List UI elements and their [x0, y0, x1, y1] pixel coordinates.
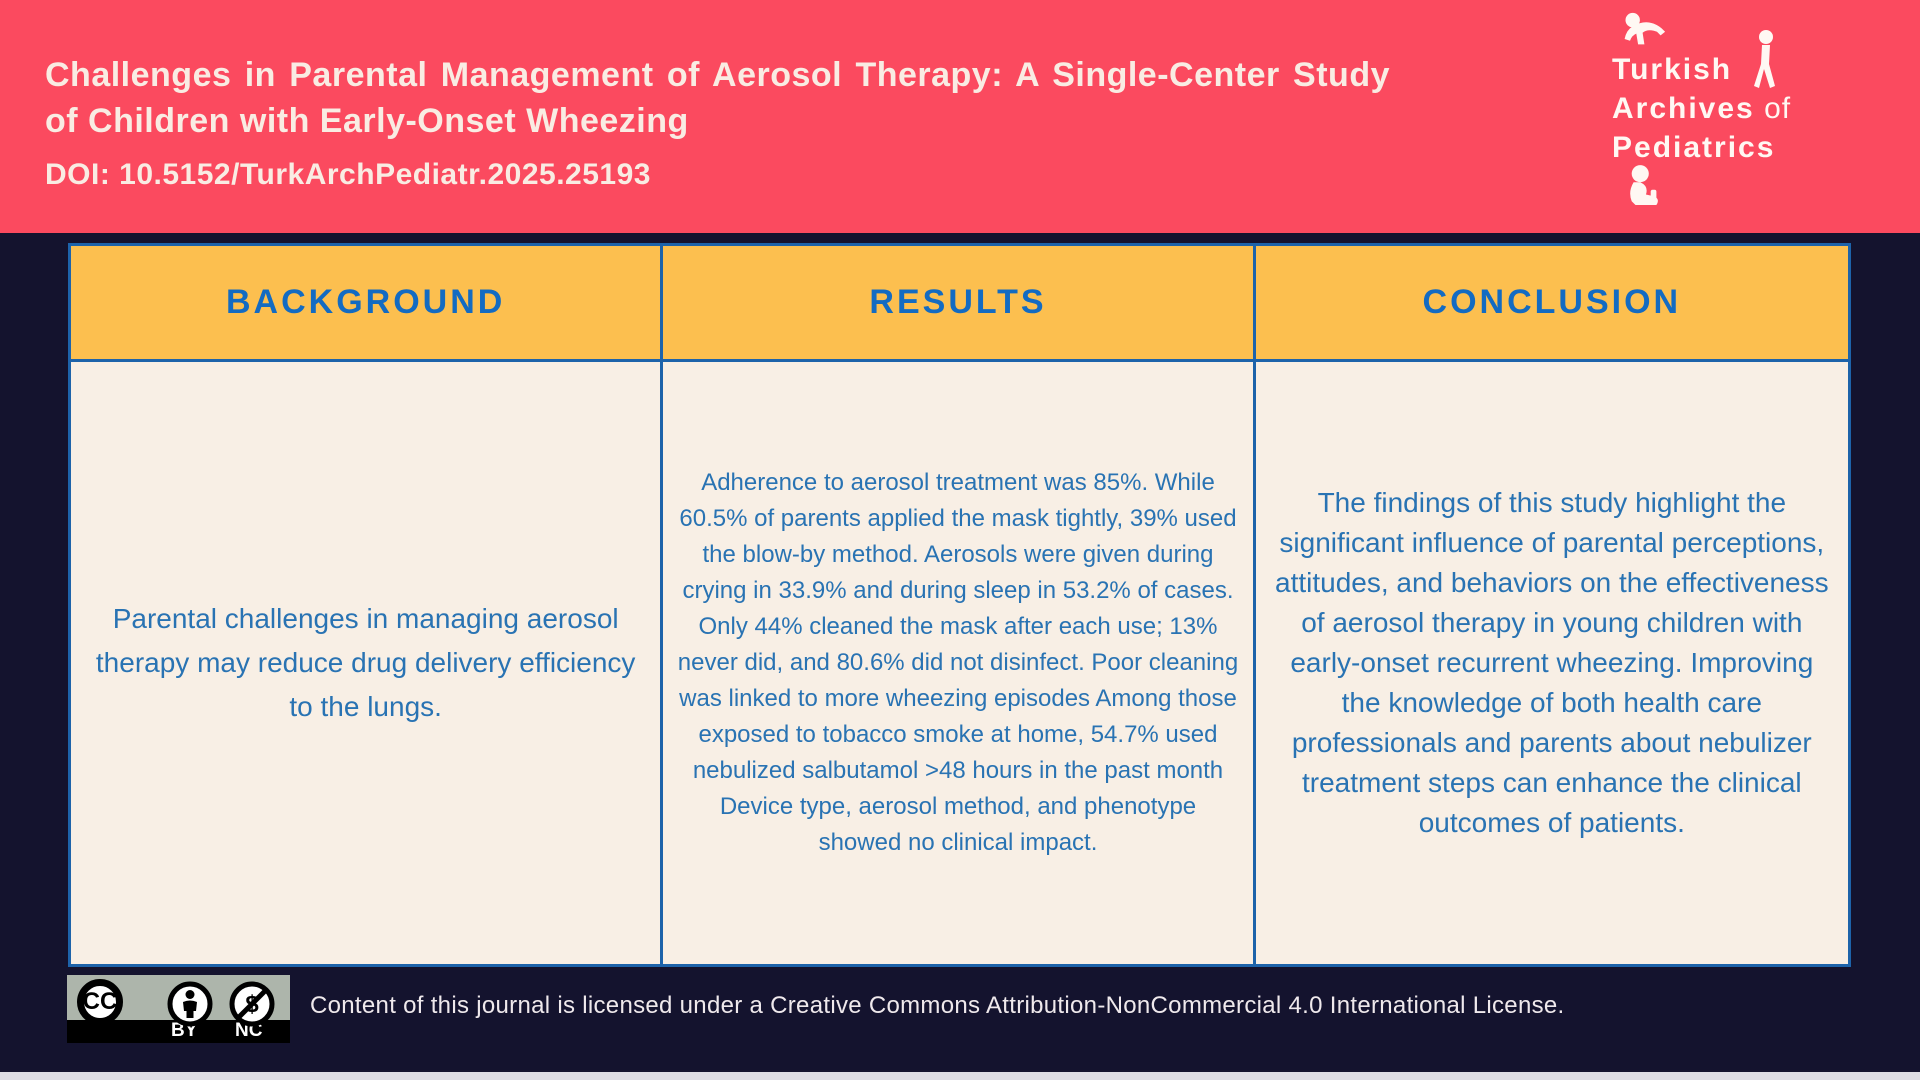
conclusion-body-cell: The findings of this study highlight the… — [1255, 362, 1848, 964]
doi-text: DOI: 10.5152/TurkArchPediatr.2025.25193 — [45, 158, 651, 191]
sitting-baby-icon — [1630, 165, 1658, 205]
conclusion-header-cell: CONCLUSION — [1255, 246, 1848, 362]
summary-table: BACKGROUND RESULTS CONCLUSION Parental c… — [68, 243, 1851, 967]
results-body-cell: Adherence to aerosol treatment was 85%. … — [663, 362, 1256, 964]
logo-text-archives: Archives — [1612, 92, 1755, 125]
background-header-cell: BACKGROUND — [71, 246, 664, 362]
cc-logo-icon: CC — [77, 979, 123, 1025]
crawling-baby-icon — [1624, 12, 1666, 45]
cc-logo-letters: CC — [82, 988, 118, 1015]
table-body-row: Parental challenges in managing aerosol … — [71, 362, 1848, 964]
logo-line-archives-of: Archives of — [1612, 89, 1791, 128]
logo-line-pediatrics: Pediatrics — [1612, 128, 1775, 167]
article-title: Challenges in Parental Management of Aer… — [45, 56, 1390, 140]
cc-noncommercial-icon: $ — [229, 981, 275, 1027]
logo-line-turkish: Turkish — [1612, 50, 1732, 89]
license-text: Content of this journal is licensed unde… — [310, 992, 1565, 1019]
cc-badge-strip: BY NC — [67, 1020, 290, 1043]
header-band: Challenges in Parental Management of Aer… — [0, 0, 1920, 233]
cc-attribution-icon — [167, 981, 213, 1027]
logo-text-of: of — [1754, 92, 1792, 125]
table-header-row: BACKGROUND RESULTS CONCLUSION — [71, 246, 1848, 362]
logo-text-pediatrics: Pediatrics — [1612, 131, 1776, 164]
walking-child-icon — [1754, 30, 1775, 88]
cc-by-nc-badge: BY NC CC $ — [67, 975, 290, 1043]
results-header-cell: RESULTS — [663, 246, 1256, 362]
journal-logo: Turkish Archives of Pediatrics — [1612, 12, 1842, 213]
background-body-cell: Parental challenges in managing aerosol … — [71, 362, 664, 964]
logo-text-turkish: Turkish — [1612, 53, 1733, 86]
bottom-edge-strip — [0, 1072, 1920, 1080]
